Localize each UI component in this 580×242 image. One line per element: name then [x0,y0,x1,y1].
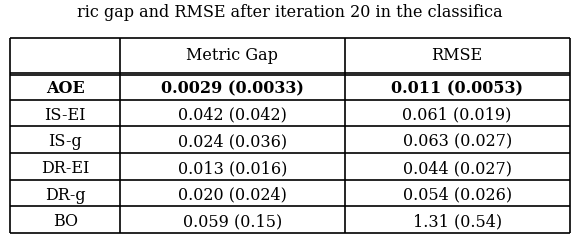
Text: DR-EI: DR-EI [41,160,89,177]
Text: 0.054 (0.026): 0.054 (0.026) [403,187,512,204]
Text: 0.020 (0.024): 0.020 (0.024) [178,187,287,204]
Text: 0.042 (0.042): 0.042 (0.042) [178,107,287,124]
Text: 0.024 (0.036): 0.024 (0.036) [177,134,287,151]
Text: 0.0029 (0.0033): 0.0029 (0.0033) [161,80,304,97]
Text: IS-EI: IS-EI [45,107,86,124]
Text: RMSE: RMSE [432,47,483,64]
Text: 1.31 (0.54): 1.31 (0.54) [412,213,502,230]
Text: 0.011 (0.0053): 0.011 (0.0053) [391,80,523,97]
Text: 0.061 (0.019): 0.061 (0.019) [403,107,512,124]
Text: 0.044 (0.027): 0.044 (0.027) [403,160,512,177]
Text: DR-g: DR-g [45,187,85,204]
Text: ric gap and RMSE after iteration 20 in the classifica: ric gap and RMSE after iteration 20 in t… [77,4,503,21]
Text: BO: BO [53,213,78,230]
Text: 0.059 (0.15): 0.059 (0.15) [183,213,282,230]
Text: AOE: AOE [46,80,85,97]
Text: Metric Gap: Metric Gap [186,47,278,64]
Text: 0.063 (0.027): 0.063 (0.027) [403,134,512,151]
Text: IS-g: IS-g [48,134,82,151]
Text: 0.013 (0.016): 0.013 (0.016) [177,160,287,177]
